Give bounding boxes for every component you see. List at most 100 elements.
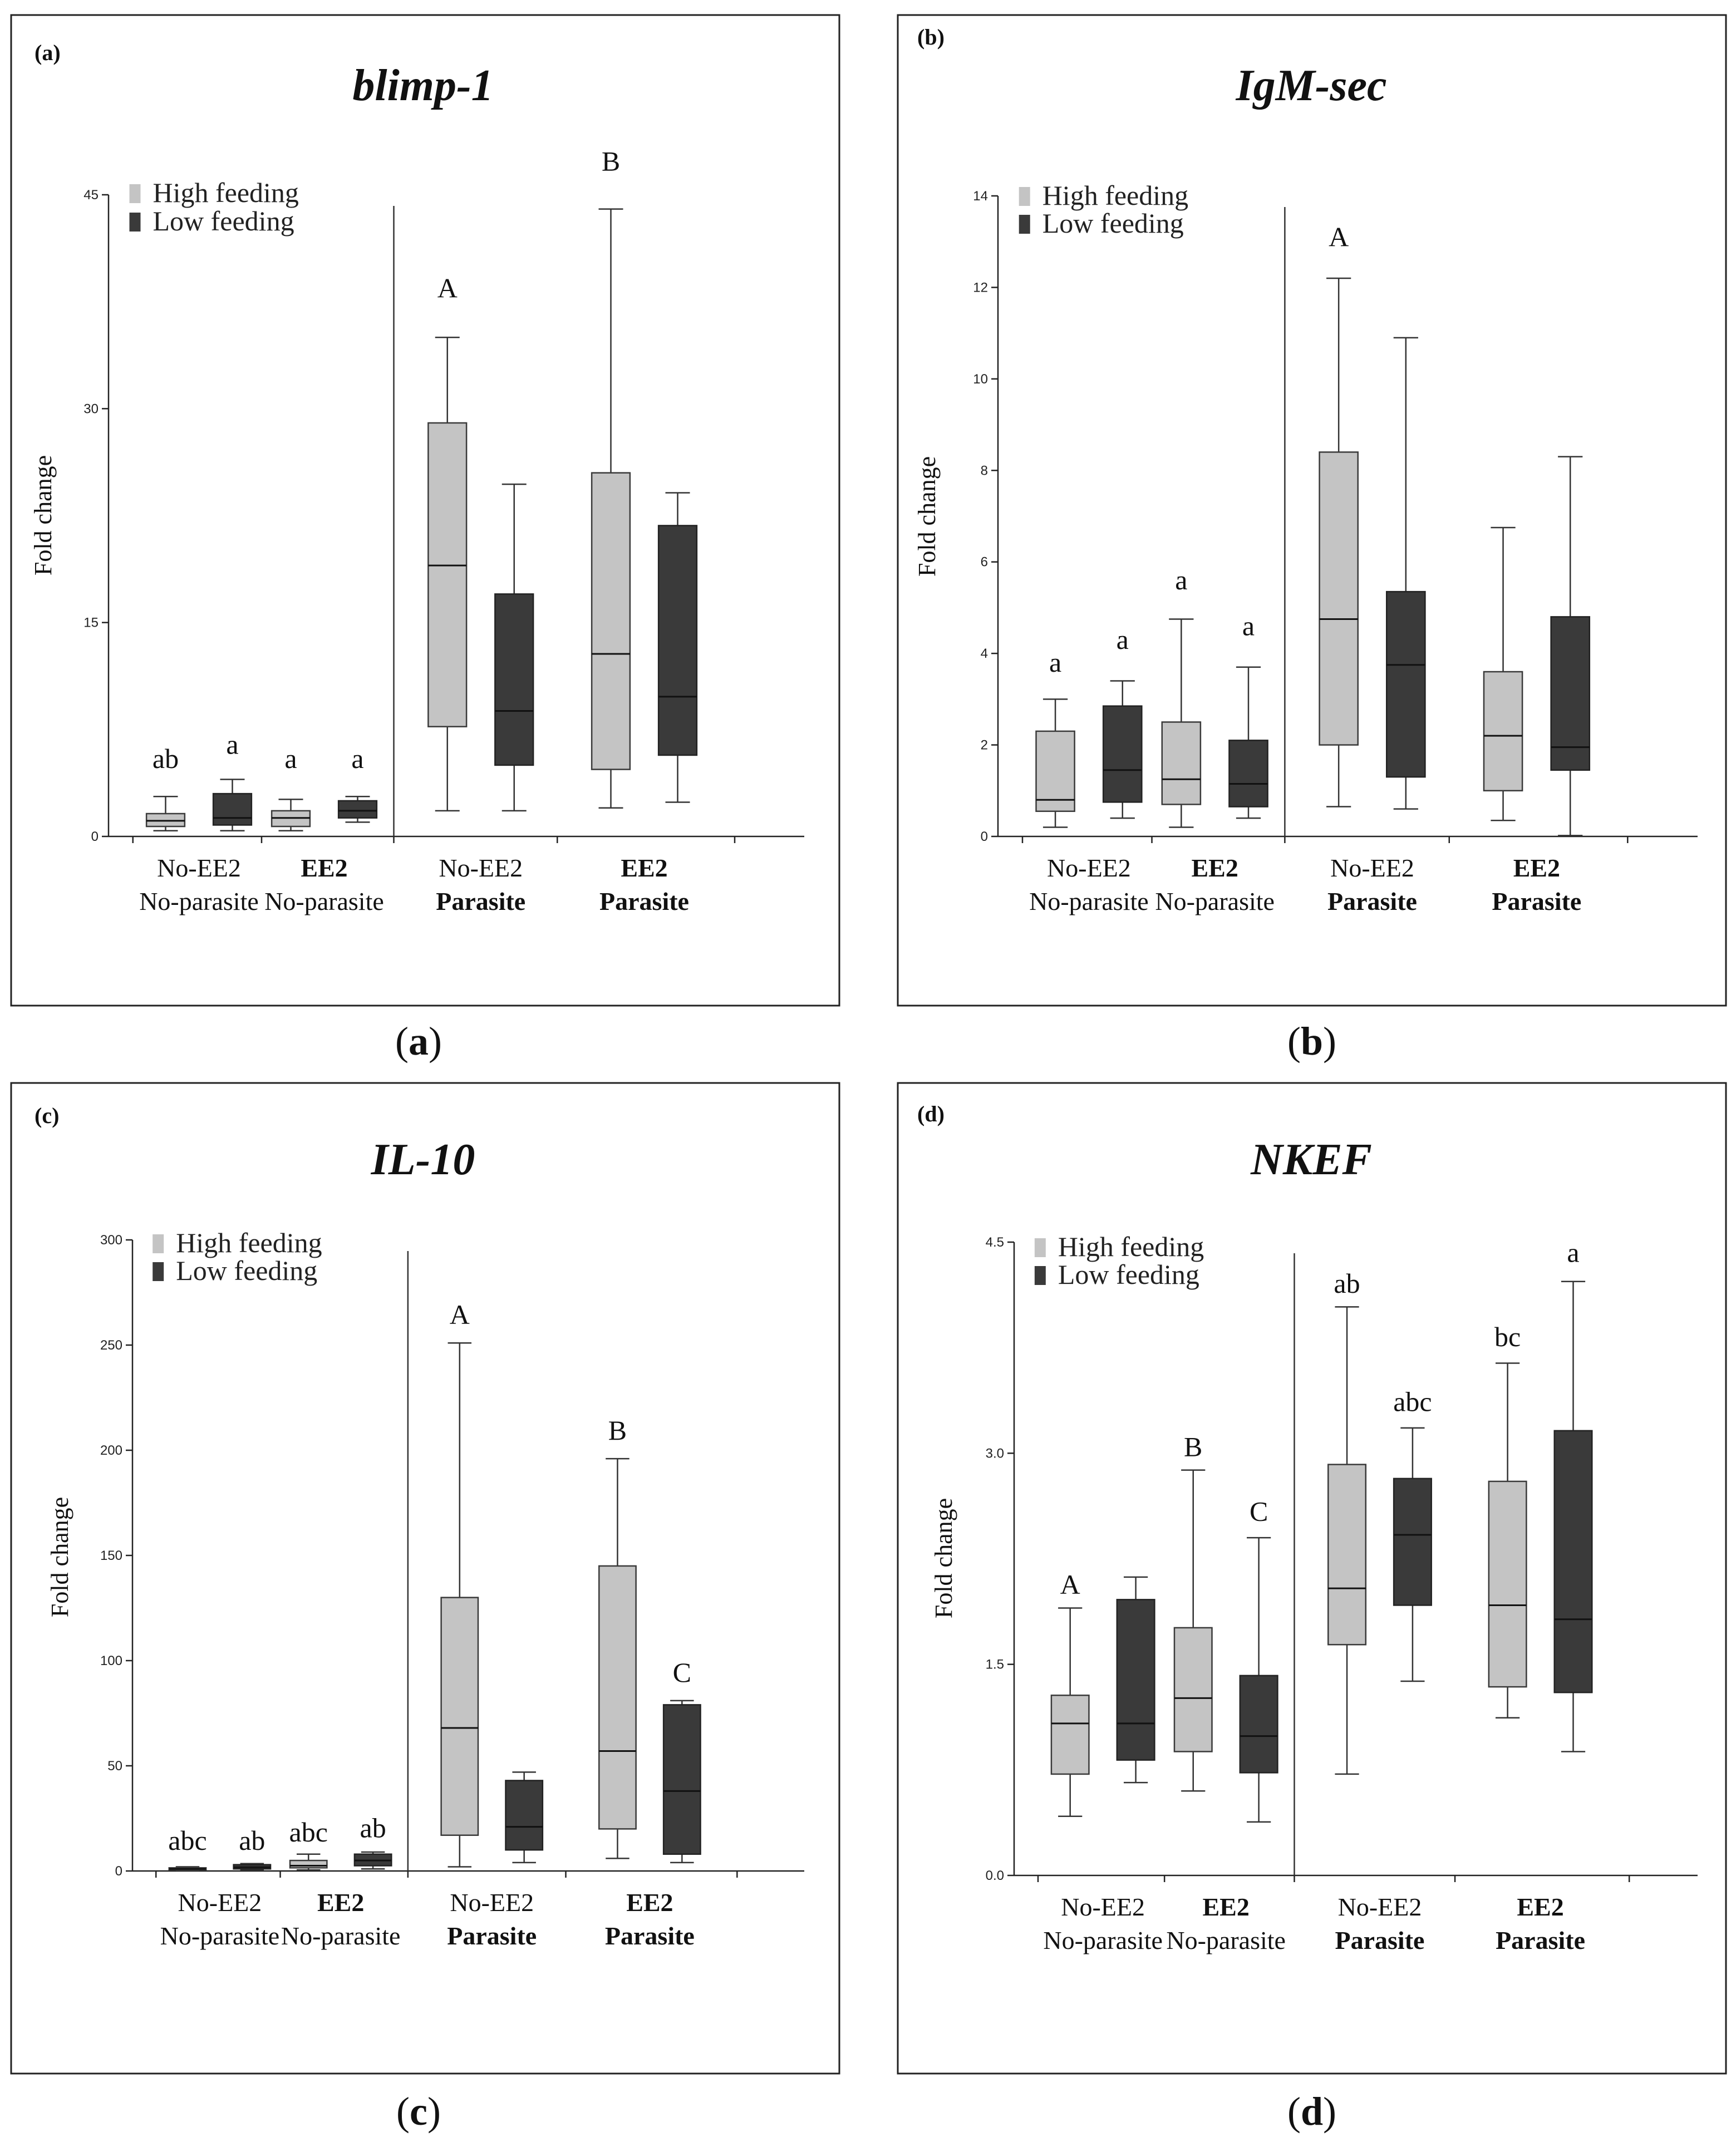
box-low-g3 <box>662 1700 701 1864</box>
box-low-g0 <box>1116 1576 1155 1784</box>
group-label-line2: Parasite <box>1327 887 1417 915</box>
group-label-line2: Parasite <box>1335 1926 1425 1954</box>
panel-tag: (a) <box>35 40 61 65</box>
legend-swatch-low <box>153 1262 164 1281</box>
group-label-line1: EE2 <box>1202 1893 1249 1921</box>
significance-letter: a <box>1242 610 1255 641</box>
significance-letter: a <box>284 743 297 774</box>
y-tick-label: 300 <box>100 1233 122 1248</box>
box-low-g1 <box>1228 666 1268 819</box>
y-tick-label: 200 <box>100 1443 122 1458</box>
box-body <box>337 800 378 819</box>
group-label-line1: EE2 <box>301 854 347 882</box>
group-label-line2: Parasite <box>1492 887 1581 915</box>
panel-caption: (c) <box>396 2089 441 2134</box>
group-label-line1: EE2 <box>1191 854 1238 882</box>
group-label-line2: Parasite <box>599 887 689 915</box>
y-tick-label: 3.0 <box>986 1446 1004 1461</box>
significance-letter: a <box>226 728 238 760</box>
y-tick-label: 50 <box>107 1759 122 1774</box>
box-high-g0 <box>168 1866 207 1872</box>
box-body <box>505 1780 544 1851</box>
box-high-g0 <box>145 796 186 832</box>
group-label-line1: No-EE2 <box>1330 854 1414 882</box>
legend-label-high: High feeding <box>153 177 299 208</box>
legend-label-high: High feeding <box>1058 1231 1204 1262</box>
panel-frame <box>10 1082 840 2075</box>
legend-label-low: Low feeding <box>176 1255 317 1286</box>
box-body <box>1239 1675 1278 1774</box>
group-label-line2: No-parasite <box>281 1922 401 1950</box>
significance-letter: A <box>450 1299 470 1330</box>
legend-swatch-high <box>1019 187 1030 206</box>
group-label-line2: No-parasite <box>160 1922 280 1950</box>
panel-caption: (a) <box>395 1019 442 1063</box>
significance-letter: A <box>437 272 458 303</box>
box-low-g0 <box>212 779 253 832</box>
y-axis-label: Fold change <box>930 1498 957 1618</box>
box-low-g3 <box>1550 456 1591 836</box>
significance-letter: C <box>1250 1496 1268 1527</box>
box-body <box>1319 451 1359 746</box>
significance-letter: abc <box>168 1825 206 1856</box>
y-tick-label: 1.5 <box>986 1657 1004 1672</box>
box-body <box>1327 1464 1367 1646</box>
box-body <box>1035 730 1075 813</box>
box-high-g1 <box>1161 618 1202 828</box>
significance-letter: A <box>1329 221 1349 252</box>
box-low-g3 <box>1553 1281 1593 1752</box>
box-body <box>1386 590 1426 778</box>
panel-tag: (d) <box>917 1101 945 1126</box>
group-label-line1: No-EE2 <box>157 854 241 882</box>
significance-letter: ab <box>360 1813 386 1844</box>
box-high-g3 <box>1488 1362 1527 1719</box>
group-label-line1: EE2 <box>317 1888 364 1917</box>
panel-c: (c) IL-10 0 50 100 150 200 250 300 Fold change Hig… <box>10 1082 840 2134</box>
caption-letter: c <box>410 2089 427 2134</box>
panel-title: IL-10 <box>371 1135 475 1184</box>
group-label-line1: No-EE2 <box>439 854 523 882</box>
panel-frame <box>897 1082 1727 2075</box>
box-high-g3 <box>591 208 631 809</box>
box-body <box>1483 671 1523 792</box>
group-label-line1: EE2 <box>626 1888 673 1917</box>
panel-frame <box>10 14 840 1007</box>
y-axis-label: Fold change <box>29 455 57 575</box>
significance-letter: A <box>1060 1569 1080 1600</box>
box-high-g1 <box>1173 1469 1213 1792</box>
y-tick-label: 30 <box>83 401 99 416</box>
y-tick-label: 0 <box>981 829 988 844</box>
box-body <box>1116 1599 1155 1761</box>
y-tick-label: 0 <box>115 1864 122 1879</box>
box-body <box>1161 721 1202 805</box>
panel-d: (d) NKEF 0.0 1.5 3.0 4.5 Fold change High feedi… <box>897 1082 1727 2134</box>
box-high-g3 <box>1483 526 1523 821</box>
box-body <box>657 525 698 756</box>
box-high-g1 <box>271 799 311 832</box>
box-body <box>494 593 534 766</box>
significance-letter: B <box>602 145 620 176</box>
group-label-line2: No-parasite <box>139 887 259 915</box>
y-tick-label: 10 <box>973 372 988 387</box>
box-low-g3 <box>657 492 698 803</box>
significance-letter: abc <box>1393 1386 1432 1417</box>
y-tick-label: 4 <box>981 646 988 661</box>
box-body <box>1553 1430 1593 1693</box>
panel-title: blimp-1 <box>352 61 493 110</box>
y-tick-label: 6 <box>981 555 988 570</box>
group-label-line2: No-parasite <box>1155 887 1275 915</box>
box-high-g2 <box>1327 1306 1367 1775</box>
significance-letter: bc <box>1494 1321 1521 1352</box>
significance-letter: a <box>1049 647 1061 678</box>
caption-letter: d <box>1301 2089 1323 2134</box>
significance-letter: a <box>1117 624 1129 655</box>
significance-letter: a <box>1175 564 1187 595</box>
box-high-g2 <box>1319 277 1359 807</box>
box-body <box>427 422 468 727</box>
box-body <box>1488 1480 1527 1688</box>
panel-tag: (b) <box>917 24 945 50</box>
y-tick-label: 2 <box>981 738 988 753</box>
box-high-g1 <box>289 1853 328 1871</box>
